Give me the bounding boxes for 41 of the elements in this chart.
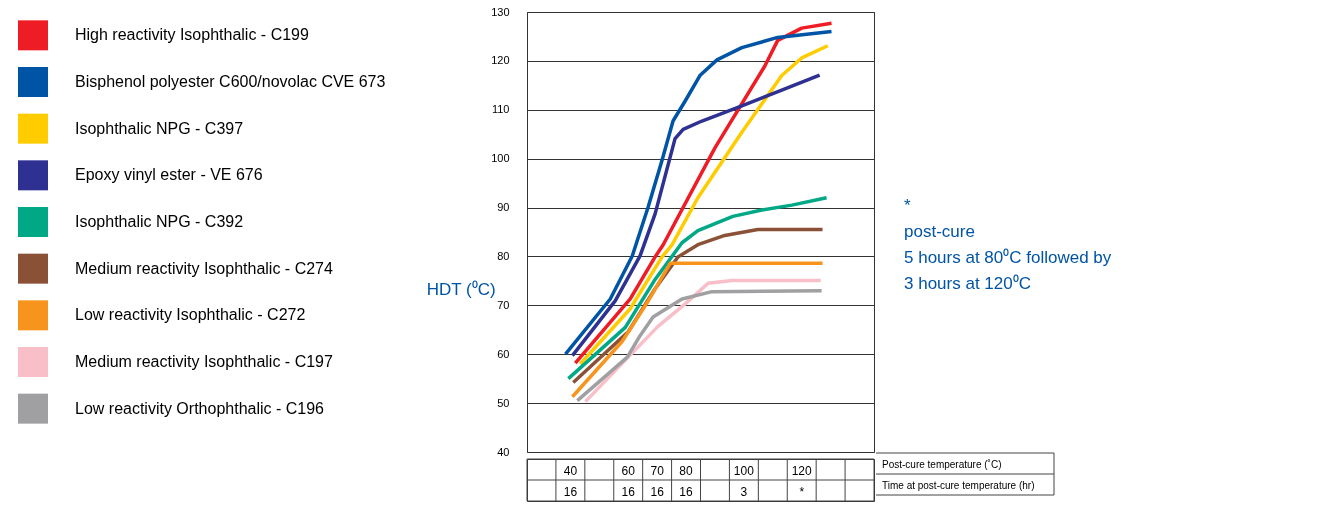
legend-label: Low reactivity Isophthalic - C272 xyxy=(75,306,306,324)
legend-label: Bisphenol polyester C600/novolac CVE 673 xyxy=(75,73,386,90)
y-tick-label: 110 xyxy=(491,103,510,116)
text: * xyxy=(799,484,805,499)
x-axis-title: Post-cure temperature (˚C) xyxy=(882,458,1002,470)
y-tick-label: 70 xyxy=(497,298,510,311)
x-tick-label: 70 xyxy=(650,463,665,478)
y-tick-label: 100 xyxy=(491,152,510,165)
text: post-cure xyxy=(904,221,975,241)
y-tick-label: 120 xyxy=(491,54,510,67)
text: 16 xyxy=(679,484,694,499)
legend-label: Epoxy vinyl ester - VE 676 xyxy=(75,166,263,184)
text: * xyxy=(904,195,911,215)
legend-label: Isophthalic NPG - C397 xyxy=(75,119,244,137)
line-series xyxy=(566,196,829,381)
legend-label: Isophthalic NPG - C392 xyxy=(75,213,244,230)
y-tick-label: 90 xyxy=(497,201,510,214)
y-tick-label: 40 xyxy=(497,445,510,458)
x-tick-label: 100 xyxy=(733,463,755,478)
y-tick-label: 50 xyxy=(497,396,510,409)
x-tick-label: 60 xyxy=(621,463,636,478)
text: 3 xyxy=(740,484,748,499)
x-tick-label: 80 xyxy=(679,463,694,478)
y-axis-title: HDT (⁰C) xyxy=(426,279,496,299)
text: 16 xyxy=(563,484,578,499)
legend-label: High reactivity Isophthalic - C199 xyxy=(75,26,309,44)
line-series xyxy=(570,261,825,399)
x-tick-label: 40 xyxy=(563,463,578,478)
y-tick-label: 60 xyxy=(497,347,510,360)
text: Time at post-cure temperature (hr) xyxy=(882,479,1035,491)
text: 5 hours at 80⁰C followed by xyxy=(904,247,1112,267)
x-tick-label: 120 xyxy=(791,463,813,478)
line-series xyxy=(570,73,822,358)
text: 16 xyxy=(650,484,665,499)
y-tick-label: 80 xyxy=(497,249,510,262)
text: 3 hours at 120⁰C xyxy=(904,273,1031,293)
legend-label: Low reactivity Orthophthalic - C196 xyxy=(75,399,325,417)
legend-label: Medium reactivity Isophthalic - C274 xyxy=(75,259,333,277)
text: 16 xyxy=(621,484,636,499)
y-tick-label: 130 xyxy=(491,5,510,18)
legend-label: Medium reactivity Isophthalic - C197 xyxy=(75,353,333,370)
